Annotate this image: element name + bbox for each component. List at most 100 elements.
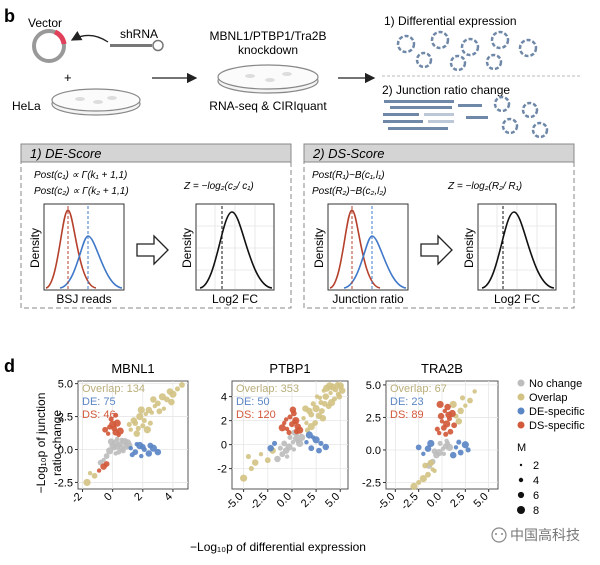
point-de-specific	[457, 449, 464, 456]
y-tick-label: 5.0	[366, 380, 381, 392]
point-overlap	[319, 414, 327, 422]
legend-item-ds-specific: DS-specific	[517, 420, 585, 432]
point-ds-specific	[445, 411, 452, 419]
point-overlap	[463, 403, 468, 408]
point-overlap	[334, 382, 340, 388]
de-score-box: 1) DE-Score Post(c₁) ∝ Γ(k₁ + 1,1) Post(…	[20, 143, 292, 309]
junction-read-icons	[383, 95, 549, 139]
watermark: 中国高科技	[491, 527, 580, 543]
point-overlap	[143, 411, 149, 417]
point-ds-specific	[443, 420, 451, 428]
point-de-specific	[304, 440, 309, 445]
point-ds-specific	[443, 431, 449, 437]
point-overlap	[427, 459, 435, 467]
point-de-specific	[322, 443, 330, 451]
point-de-specific	[461, 441, 469, 449]
point-de-specific	[465, 447, 471, 453]
point-de-specific	[271, 440, 278, 446]
point-ds-specific	[103, 461, 110, 467]
point-no-change	[296, 439, 304, 447]
point-de-specific	[134, 442, 139, 447]
point-no-change	[284, 454, 290, 459]
knockdown-line1: MBNL1/PTBP1/Tra2B	[210, 29, 327, 43]
x-tick-label: 5.0	[471, 491, 490, 510]
x-tick-label: -2	[69, 491, 84, 506]
svg-text:4: 4	[533, 475, 539, 487]
de-post2: Post(c₂) ∝ Γ(k₂ + 1,1)	[34, 186, 129, 197]
legend-size-title: M	[517, 442, 526, 454]
x-tick-label: -5.0	[376, 491, 398, 513]
point-no-change	[281, 440, 288, 447]
point-de-specific	[453, 445, 459, 450]
point-de-specific	[145, 450, 153, 457]
shrna-label: shRNA	[120, 27, 158, 41]
point-overlap	[312, 405, 320, 413]
point-ds-specific	[434, 426, 440, 432]
point-overlap	[319, 408, 325, 414]
point-no-change	[437, 440, 443, 447]
point-overlap	[83, 478, 91, 487]
point-no-change	[274, 455, 281, 463]
point-no-change	[290, 440, 296, 445]
x-tick-label: 2.5	[299, 491, 318, 510]
point-overlap	[152, 403, 158, 409]
count-annotation: Overlap: 353	[236, 383, 299, 395]
point-ds-specific	[447, 428, 454, 435]
point-overlap	[425, 471, 431, 478]
point-overlap	[410, 482, 418, 490]
point-overlap	[161, 406, 167, 411]
point-overlap	[322, 393, 330, 400]
point-overlap	[467, 397, 473, 404]
hela-dish-icon	[51, 88, 141, 116]
x-tick-label: 4	[162, 491, 175, 504]
legend: No change Overlap DE-specific DS-specifi…	[517, 378, 585, 517]
point-overlap	[130, 417, 138, 424]
point-overlap	[135, 425, 141, 431]
point-no-change	[298, 433, 306, 441]
point-no-change	[116, 449, 122, 455]
count-annotation: DS: 46	[82, 409, 116, 421]
point-no-change	[444, 438, 449, 444]
x-tick-label: -2.5	[399, 491, 421, 513]
point-de-specific	[305, 431, 313, 439]
ds-post2: Post(R₂)~B(c₂,l₂)	[312, 186, 387, 197]
point-overlap	[126, 421, 132, 428]
y-tick-label: 0.0	[58, 444, 73, 456]
count-annotation: DS: 89	[390, 409, 424, 421]
point-overlap	[455, 418, 463, 425]
point-overlap	[327, 399, 336, 407]
de-score-title: 1) DE-Score	[30, 146, 102, 161]
point-ds-specific	[113, 412, 119, 418]
x-tick-label: 2	[132, 491, 145, 504]
point-de-specific	[415, 444, 422, 451]
point-ds-specific	[108, 416, 114, 422]
x-tick-label: 5.0	[323, 491, 342, 510]
de-density-label-right: Density	[180, 228, 194, 268]
y-tick-label: -2	[217, 464, 227, 476]
point-overlap	[472, 389, 477, 394]
point-overlap	[87, 470, 93, 476]
y-tick-label: 2.5	[58, 412, 73, 424]
point-ds-specific	[116, 427, 124, 435]
point-no-change	[279, 451, 286, 458]
point-de-specific	[449, 451, 457, 459]
y-tick-label: -2.5	[362, 477, 381, 489]
vector-label: Vector	[28, 16, 62, 30]
point-de-specific	[139, 453, 144, 459]
point-no-change	[106, 447, 114, 455]
point-overlap	[302, 405, 309, 412]
point-overlap	[449, 400, 457, 409]
ds-red-density-curve	[329, 209, 381, 289]
panel-d-ylabel-line1: −Log₁₀p of junction	[34, 393, 48, 494]
point-ds-specific	[437, 430, 442, 436]
knockdown-dish-icon	[217, 64, 319, 94]
point-overlap	[141, 417, 147, 424]
point-no-change	[445, 443, 454, 451]
point-overlap	[457, 407, 464, 415]
point-de-specific	[267, 444, 274, 452]
point-no-change	[282, 447, 290, 454]
point-no-change	[103, 453, 110, 459]
ds-z-density-curve	[481, 211, 555, 289]
x-tick-label: -2.5	[248, 491, 270, 513]
